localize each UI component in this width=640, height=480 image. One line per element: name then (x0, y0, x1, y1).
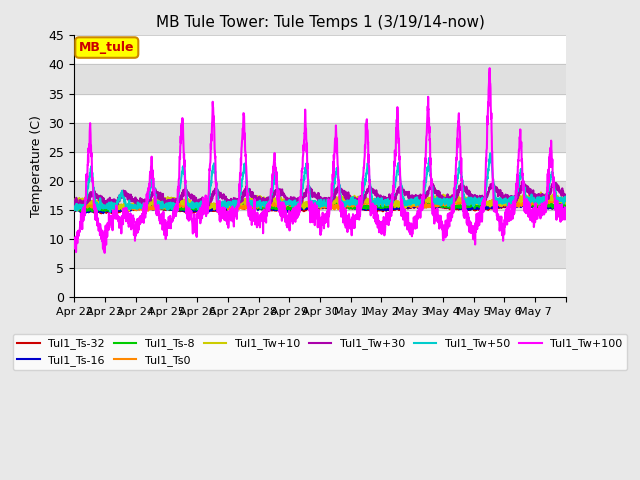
Tul1_Tw+10 (125, 208, 133, 214)
Tul1_Tw+50 (106, 209, 114, 215)
Tul1_Ts-16 (523, 199, 531, 205)
Tul1_Ts-16 (556, 204, 563, 210)
Tul1_Ts-8 (468, 202, 476, 208)
Tul1_Ts-16 (100, 210, 108, 216)
Tul1_Tw+100 (486, 65, 493, 71)
Bar (74, 181, 566, 210)
Tul1_Tw+100 (101, 250, 109, 256)
Tul1_Tw+30 (120, 188, 127, 193)
Tul1_Tw+10 (556, 197, 563, 203)
Tul1_Ts0 (226, 204, 234, 209)
Tul1_Ts-8 (516, 198, 524, 204)
Tul1_Tw+30 (349, 195, 357, 201)
Tul1_Tw+10 (70, 199, 78, 204)
Tul1_Tw+50 (468, 195, 476, 201)
Y-axis label: Temperature (C): Temperature (C) (30, 115, 43, 217)
Tul1_Ts-32 (556, 205, 563, 211)
Tul1_Tw+50 (496, 196, 504, 202)
Tul1_Ts-32 (511, 199, 519, 205)
Tul1_Ts0 (562, 198, 570, 204)
Tul1_Ts0 (70, 204, 78, 210)
Tul1_Ts-32 (120, 208, 127, 214)
Tul1_Tw+100 (468, 230, 476, 236)
Line: Tul1_Ts0: Tul1_Ts0 (74, 198, 566, 211)
Tul1_Ts-32 (97, 210, 105, 216)
Tul1_Ts-16 (468, 204, 476, 209)
Tul1_Tw+100 (349, 221, 357, 227)
Tul1_Ts-8 (70, 207, 78, 213)
Bar (74, 64, 566, 94)
Bar (74, 123, 566, 152)
Tul1_Ts-16 (226, 204, 234, 210)
Line: Tul1_Ts-32: Tul1_Ts-32 (74, 202, 566, 213)
Tul1_Ts0 (349, 203, 357, 208)
Tul1_Ts-16 (70, 206, 78, 212)
Tul1_Tw+10 (537, 190, 545, 195)
Tul1_Tw+30 (70, 198, 78, 204)
Tul1_Ts-16 (495, 202, 503, 207)
Line: Tul1_Tw+30: Tul1_Tw+30 (74, 181, 566, 208)
Tul1_Ts-8 (349, 203, 357, 208)
Line: Tul1_Tw+100: Tul1_Tw+100 (74, 68, 566, 253)
Tul1_Ts-32 (562, 206, 570, 212)
Tul1_Ts0 (556, 198, 563, 204)
Tul1_Tw+30 (72, 205, 79, 211)
Tul1_Tw+50 (556, 196, 563, 202)
Tul1_Tw+100 (562, 215, 570, 221)
Tul1_Tw+50 (349, 197, 357, 203)
Legend: Tul1_Ts-32, Tul1_Ts-16, Tul1_Ts-8, Tul1_Ts0, Tul1_Tw+10, Tul1_Tw+30, Tul1_Tw+50,: Tul1_Ts-32, Tul1_Ts-16, Tul1_Ts-8, Tul1_… (13, 334, 627, 370)
Line: Tul1_Tw+50: Tul1_Tw+50 (74, 153, 566, 212)
Tul1_Ts-8 (495, 201, 503, 206)
Tul1_Tw+10 (562, 201, 570, 206)
Title: MB Tule Tower: Tule Temps 1 (3/19/14-now): MB Tule Tower: Tule Temps 1 (3/19/14-now… (156, 15, 484, 30)
Tul1_Tw+10 (468, 197, 476, 203)
Tul1_Tw+10 (226, 202, 234, 208)
Tul1_Ts-32 (495, 203, 503, 209)
Tul1_Tw+50 (120, 195, 127, 201)
Tul1_Tw+30 (556, 186, 563, 192)
Tul1_Ts0 (144, 208, 152, 214)
Bar (74, 239, 566, 268)
Tul1_Tw+100 (556, 204, 563, 210)
Line: Tul1_Tw+10: Tul1_Tw+10 (74, 192, 566, 211)
Tul1_Tw+30 (495, 189, 503, 195)
Tul1_Tw+100 (120, 214, 127, 220)
Tul1_Tw+100 (226, 215, 234, 220)
Tul1_Ts-8 (88, 208, 96, 214)
Tul1_Tw+50 (226, 200, 234, 205)
Tul1_Tw+30 (562, 195, 570, 201)
Tul1_Tw+100 (496, 228, 504, 234)
Tul1_Tw+10 (349, 197, 357, 203)
Tul1_Ts0 (120, 203, 127, 209)
Tul1_Tw+50 (486, 150, 494, 156)
Tul1_Tw+100 (70, 246, 78, 252)
Tul1_Ts-8 (556, 202, 563, 208)
Tul1_Tw+50 (562, 194, 570, 200)
Tul1_Ts-8 (226, 203, 234, 208)
Tul1_Ts0 (557, 195, 564, 201)
Tul1_Ts-16 (349, 204, 357, 210)
Tul1_Tw+30 (468, 194, 476, 200)
Tul1_Ts-16 (120, 206, 127, 212)
Tul1_Ts0 (495, 203, 503, 208)
Tul1_Ts-8 (120, 204, 127, 209)
Tul1_Ts-32 (226, 205, 234, 211)
Tul1_Tw+10 (495, 198, 503, 204)
Line: Tul1_Ts-8: Tul1_Ts-8 (74, 201, 566, 211)
Tul1_Tw+30 (226, 199, 234, 205)
Tul1_Tw+30 (550, 178, 557, 184)
Line: Tul1_Ts-16: Tul1_Ts-16 (74, 202, 566, 213)
Tul1_Ts-16 (562, 204, 570, 210)
Tul1_Ts-8 (562, 203, 570, 208)
Tul1_Ts-32 (70, 207, 78, 213)
Tul1_Tw+10 (120, 203, 127, 208)
Tul1_Ts-32 (349, 204, 357, 210)
Tul1_Ts-32 (468, 205, 476, 211)
Tul1_Tw+50 (70, 207, 78, 213)
Tul1_Ts0 (468, 198, 476, 204)
Text: MB_tule: MB_tule (79, 41, 134, 54)
